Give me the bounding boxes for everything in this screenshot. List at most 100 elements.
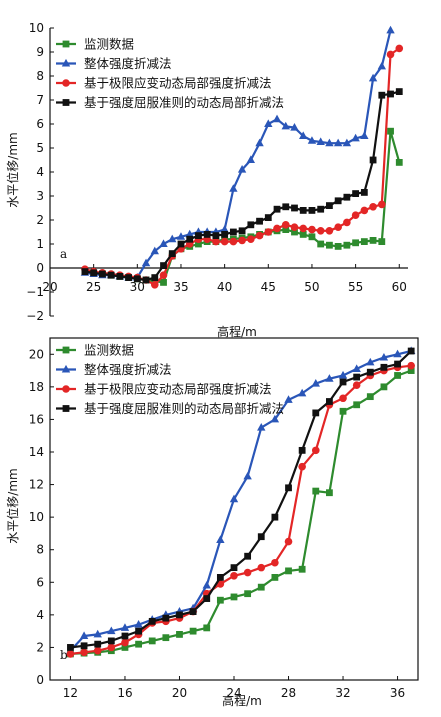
data-point — [343, 193, 351, 201]
data-point — [386, 25, 395, 34]
data-point — [325, 374, 334, 382]
data-point — [343, 218, 351, 227]
data-point — [316, 137, 325, 145]
data-point — [317, 205, 325, 213]
data-point — [133, 275, 141, 283]
y-tick-label: 12 — [29, 478, 44, 492]
data-point — [247, 221, 255, 229]
data-point — [243, 568, 252, 577]
y-tick-label: −2 — [26, 309, 44, 323]
data-point — [366, 357, 375, 366]
data-point — [307, 136, 317, 144]
y-tick-label: 7 — [36, 93, 44, 107]
data-point — [257, 533, 265, 541]
x-tick-label: 16 — [117, 686, 132, 700]
data-point — [316, 227, 325, 235]
data-point — [360, 131, 369, 139]
data-point — [160, 262, 167, 269]
data-point — [297, 388, 307, 397]
data-point — [238, 227, 246, 235]
data-point — [203, 595, 211, 602]
y-tick-label: 8 — [36, 543, 44, 557]
data-point — [162, 614, 170, 622]
data-point — [80, 642, 88, 650]
legend: 监测数据整体强度折减法基于极限应变动态局部强度折减法基于强度屈服准则的动态局部折… — [56, 37, 284, 110]
data-point — [195, 232, 202, 239]
data-point — [244, 590, 252, 598]
x-tick-label: 30 — [130, 280, 145, 294]
data-point — [246, 155, 256, 163]
legend: 监测数据整体强度折减法基于极限应变动态局部强度折减法基于强度屈服准则的动态局部折… — [56, 343, 284, 416]
legend-entry: 基于极限应变动态局部强度折减法 — [84, 76, 272, 91]
data-point — [216, 596, 224, 604]
data-point — [107, 271, 115, 279]
data-point — [66, 650, 75, 658]
x-tick-label: 20 — [172, 686, 187, 700]
y-axis-label: 水平位移/mm — [5, 132, 20, 207]
x-tick-label: 28 — [281, 686, 296, 700]
data-point — [270, 414, 280, 423]
data-point — [352, 381, 361, 390]
data-point — [264, 119, 273, 127]
data-point — [120, 623, 130, 631]
data-point — [311, 379, 320, 387]
data-point — [151, 274, 159, 281]
y-tick-label: 6 — [36, 117, 44, 131]
data-point — [366, 368, 374, 376]
data-point — [244, 552, 252, 560]
series-0 — [81, 127, 403, 286]
legend-swatch-marker — [62, 385, 70, 393]
data-point — [326, 202, 333, 209]
data-point — [220, 225, 229, 233]
data-point — [326, 489, 333, 497]
data-point — [81, 268, 89, 275]
data-point — [80, 648, 88, 657]
data-point — [159, 271, 168, 280]
series-line — [84, 130, 401, 284]
x-tick-label: 40 — [217, 280, 232, 294]
data-point — [141, 258, 151, 267]
data-point — [230, 593, 238, 601]
data-point — [366, 393, 374, 401]
x-tick-label: 55 — [348, 280, 363, 294]
data-point — [135, 627, 142, 635]
data-point — [326, 241, 333, 249]
data-point — [339, 378, 347, 386]
data-point — [121, 638, 129, 647]
data-point — [360, 189, 368, 196]
data-point — [285, 484, 292, 492]
data-point — [212, 237, 220, 246]
data-point — [299, 224, 308, 233]
data-point — [299, 231, 307, 238]
data-point — [326, 398, 333, 405]
data-point — [353, 401, 361, 409]
data-point — [121, 644, 129, 651]
y-tick-label: 0 — [36, 673, 44, 687]
data-point — [352, 190, 360, 197]
data-point — [317, 240, 325, 248]
data-point — [189, 608, 197, 615]
y-tick-label: 2 — [36, 213, 44, 227]
data-point — [378, 238, 386, 245]
legend-swatch-marker — [62, 99, 70, 106]
x-tick-label: 36 — [390, 686, 405, 700]
data-point — [407, 347, 415, 355]
y-tick-label: 20 — [29, 347, 44, 361]
data-point — [308, 225, 316, 234]
data-point — [243, 471, 252, 480]
legend-entry: 监测数据 — [84, 37, 134, 52]
legend-entry: 基于强度屈服准则的动态局部折减法 — [84, 95, 284, 110]
data-point — [148, 637, 156, 645]
data-point — [238, 236, 246, 245]
data-point — [273, 205, 281, 213]
data-point — [216, 535, 225, 543]
x-tick-label: 20 — [42, 280, 57, 294]
panel-label: b — [60, 648, 68, 662]
data-point — [142, 276, 150, 284]
data-point — [380, 363, 388, 371]
data-point — [368, 73, 378, 82]
data-point — [273, 224, 281, 233]
data-point — [107, 637, 115, 645]
